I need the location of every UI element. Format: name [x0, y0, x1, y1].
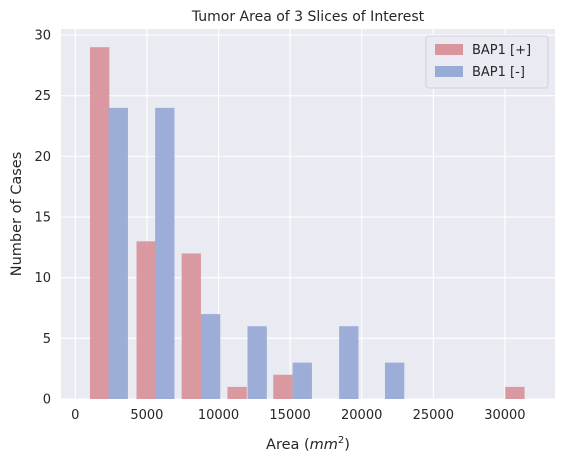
y-tick-label: 15 [34, 211, 51, 226]
y-tick-label: 0 [43, 393, 51, 408]
y-tick-label: 30 [34, 29, 51, 44]
y-tick-label: 10 [34, 271, 51, 286]
bar-series-1 [505, 386, 525, 399]
x-tick-label: 0 [71, 408, 79, 423]
y-tick-label: 5 [43, 332, 51, 347]
x-tick-label: 30000 [484, 408, 525, 423]
bar-series-2 [108, 107, 128, 399]
y-axis-label: Number of Cases [9, 152, 25, 276]
legend-label: BAP1 [-] [472, 65, 525, 80]
x-tick-label: 10000 [198, 408, 239, 423]
y-tick-label: 20 [34, 150, 51, 165]
bar-series-1 [89, 47, 110, 400]
bar-series-2 [384, 362, 405, 399]
legend-swatch [435, 66, 463, 77]
x-axis-label: Area (mm2) [266, 435, 350, 453]
chart-title: Tumor Area of 3 Slices of Interest [191, 9, 425, 25]
bar-series-2 [200, 314, 221, 399]
x-tick-label: 15000 [269, 408, 310, 423]
legend-swatch [435, 44, 463, 55]
bar-series-2 [292, 362, 312, 399]
x-tick-label: 20000 [341, 408, 382, 423]
x-tick-label: 25000 [413, 408, 454, 423]
bar-series-2 [247, 326, 267, 399]
x-tick-label: 5000 [130, 408, 163, 423]
y-tick-label: 25 [34, 89, 51, 104]
legend: BAP1 [+] BAP1 [-] [425, 35, 549, 89]
bar-series-1 [136, 241, 156, 399]
legend-label: BAP1 [+] [472, 43, 531, 58]
bar-series-2 [155, 107, 175, 399]
bar-series-1 [227, 386, 247, 399]
bar-series-2 [339, 326, 359, 399]
bar-series-1 [273, 374, 293, 399]
bar-series-1 [181, 253, 201, 399]
